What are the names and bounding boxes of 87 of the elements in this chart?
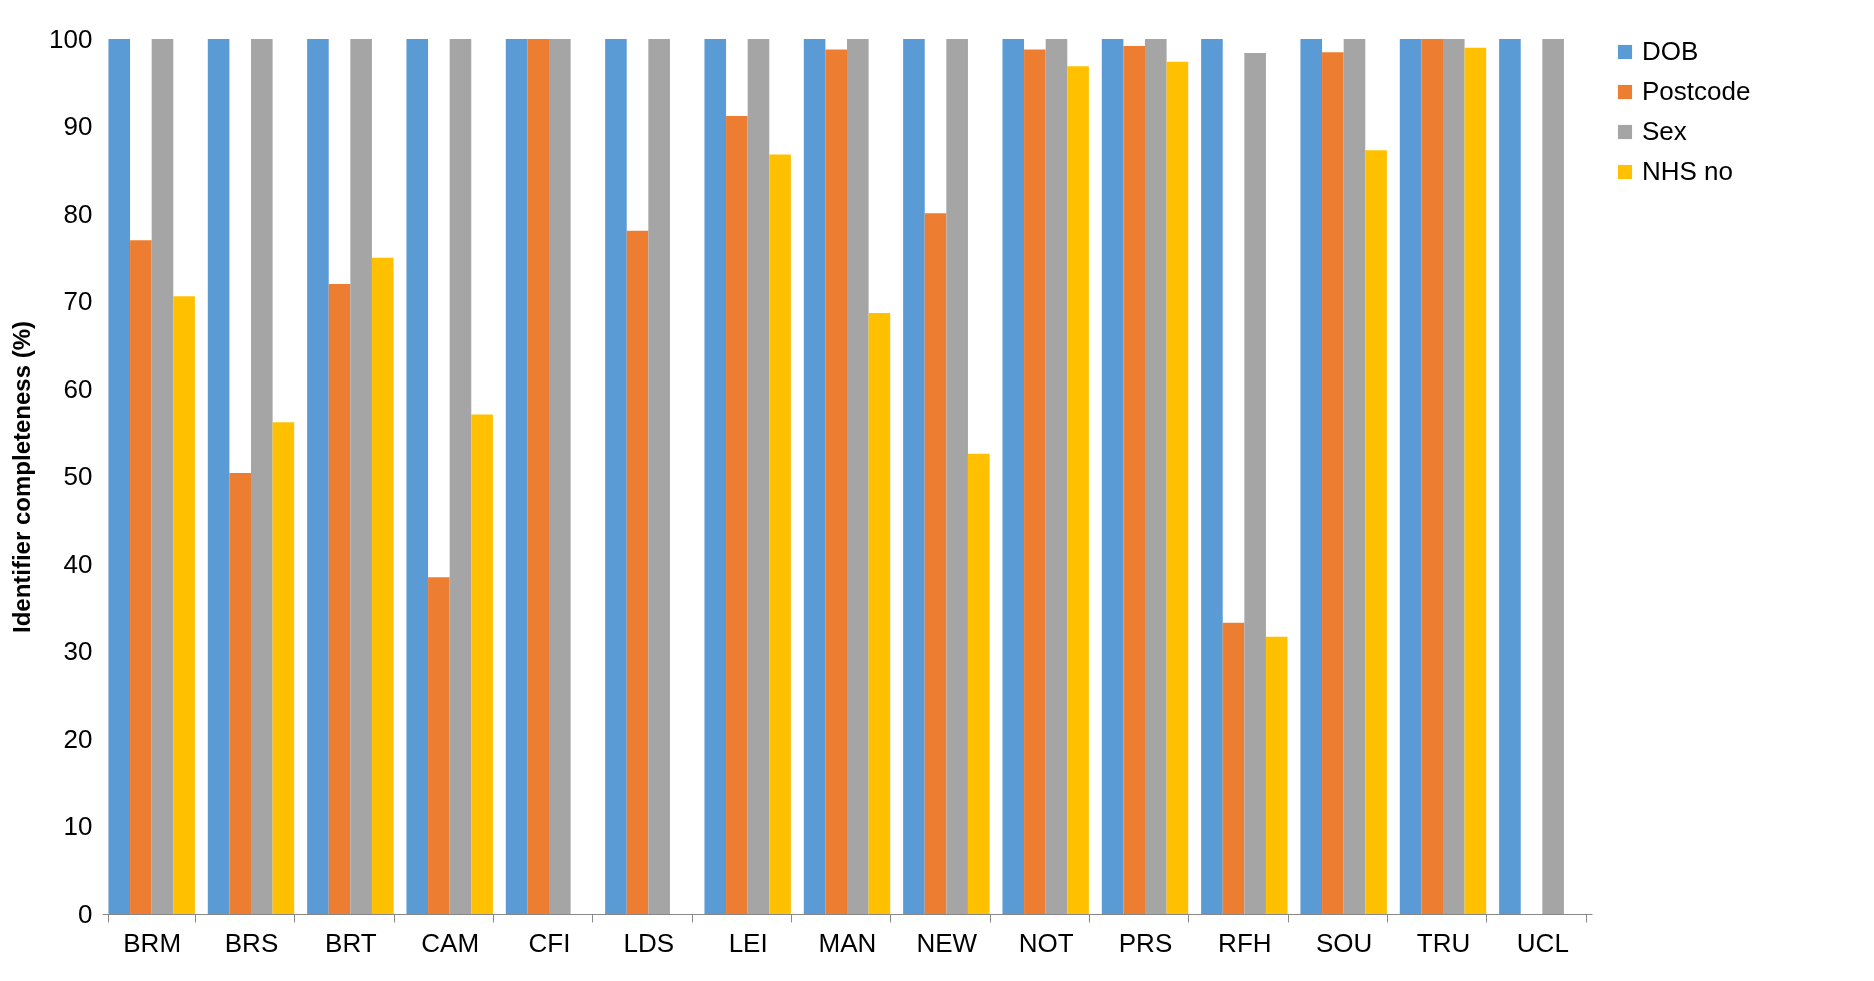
bar [207,39,230,914]
x-tick-label: BRT [325,927,377,958]
y-tick-label: 40 [63,548,93,579]
bar [726,116,748,914]
bar [1002,39,1025,914]
bar [428,577,450,914]
y-tick-label: 100 [49,23,93,54]
bar [704,39,727,914]
y-tick-label: 80 [63,198,93,229]
bar [151,39,174,914]
x-tick-label: TRU [1416,927,1471,958]
bar [1201,39,1223,914]
bar [1542,39,1564,914]
bar [825,49,847,914]
bar [471,414,493,914]
bar [626,230,649,914]
y-tick-label: 10 [63,811,93,841]
x-tick-label: UCL [1516,927,1569,958]
y-tick-label: 70 [63,286,93,316]
y-tick-label: 90 [63,111,93,141]
bar [371,257,394,914]
bar [803,39,826,914]
x-tick-label: SOU [1315,927,1373,958]
x-tick-label: NEW [916,927,978,958]
y-tick-label: 60 [63,373,93,404]
bar [1067,66,1089,914]
bar [769,154,791,914]
bar [1322,52,1344,914]
bar [847,39,869,914]
bar [1101,39,1124,914]
x-tick-label: CAM [421,927,480,958]
x-tick-label: PRS [1118,927,1173,958]
legend-label: NHS no [1642,156,1734,186]
y-tick-label: 20 [63,723,93,754]
bar [527,39,549,914]
x-tick-label: RFH [1218,927,1272,958]
bar [272,422,295,914]
legend-label: Postcode [1642,76,1751,106]
bar [505,39,528,914]
bar [967,453,990,914]
bar [549,39,571,914]
bar [1045,39,1068,914]
legend-label: DOB [1642,36,1699,66]
bar [350,39,372,914]
bar [868,312,891,914]
bar [903,39,925,914]
bar [173,296,195,914]
bar [328,284,351,914]
bar [605,39,627,914]
bar [946,39,968,914]
bar [1464,47,1487,914]
bar [307,39,329,914]
y-axis-title: Identifier completeness (%) [8,320,36,634]
bar [130,240,152,914]
bar [1222,622,1245,914]
bar [1244,53,1266,914]
x-tick-label: LEI [728,927,768,958]
bar [1123,46,1145,914]
bar [251,39,273,914]
bar [1499,39,1521,914]
bar [1265,636,1288,914]
bar [449,39,472,914]
bar [1024,49,1046,914]
x-tick-label: BRS [224,927,279,958]
bar [108,39,131,914]
y-tick-label: 50 [63,461,93,491]
bar [648,39,670,914]
bar [1343,39,1366,914]
x-tick-label: LDS [623,927,675,958]
x-tick-label: CFI [528,927,571,958]
bar [1145,39,1167,914]
x-tick-label: NOT [1018,927,1074,958]
legend-label: Sex [1642,116,1687,146]
bar [1399,39,1422,914]
y-tick-label: 30 [63,636,93,666]
x-tick-label: MAN [818,927,877,958]
x-tick-label: BRM [123,927,182,958]
bar [1365,150,1387,914]
bar [229,473,251,914]
y-tick-label: 0 [78,898,93,929]
bar [1421,39,1443,914]
bar [406,39,429,914]
bar [1166,61,1189,914]
bar [747,39,770,914]
bar [924,213,947,914]
bar [1443,39,1465,914]
bar [1300,39,1323,914]
